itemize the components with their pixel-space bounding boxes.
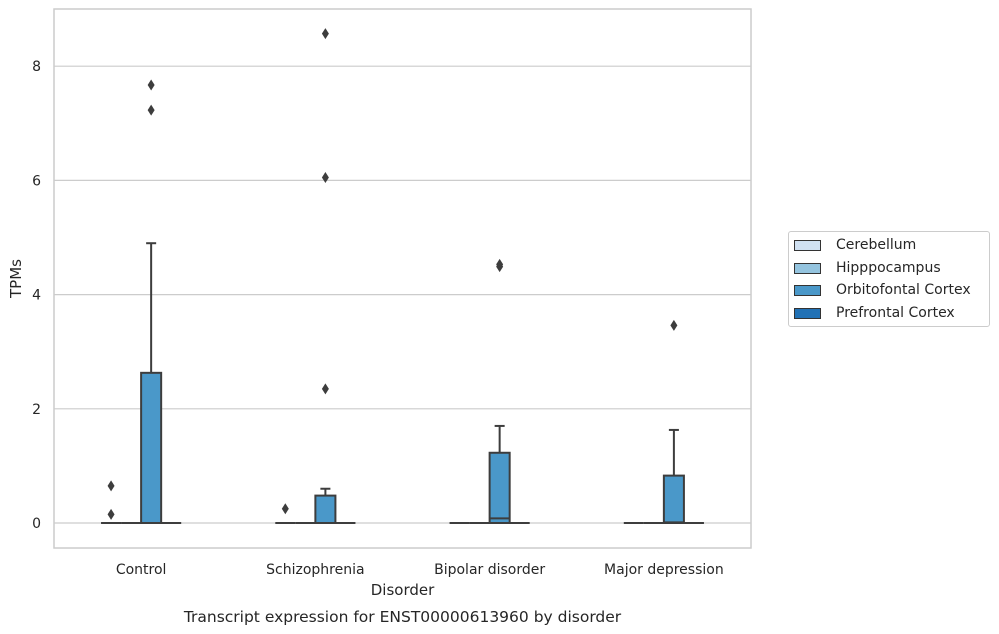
outlier-marker <box>321 383 329 395</box>
legend-swatch-hippocampus <box>794 262 821 274</box>
x-tick-label: Major depression <box>604 562 724 578</box>
legend-label-prefrontal: Prefrontal Cortex <box>836 305 955 321</box>
legend-swatch-orbitofrontal <box>794 284 821 296</box>
y-tick-label: 2 <box>32 402 41 418</box>
outlier-marker <box>107 508 115 520</box>
legend-label-orbitofrontal: Orbitofontal Cortex <box>836 282 971 298</box>
outlier-marker <box>147 104 155 116</box>
y-tick-label: 6 <box>32 173 41 189</box>
outlier-marker <box>496 258 504 270</box>
x-tick-label: Control <box>116 562 167 578</box>
outlier-marker <box>107 480 115 492</box>
legend-swatch-cerebellum <box>794 239 821 251</box>
legend-item-cerebellum: Cerebellum <box>794 235 916 255</box>
chart-legend: Cerebellum Hipppocampus Orbitofontal Cor… <box>788 231 990 327</box>
box-body <box>314 494 337 525</box>
legend-swatch-prefrontal <box>794 307 821 319</box>
y-tick-label: 8 <box>32 59 41 75</box>
legend-label-cerebellum: Cerebellum <box>836 237 917 253</box>
legend-item-orbitofrontal: Orbitofontal Cortex <box>794 280 971 300</box>
legend-label-hippocampus: Hipppocampus <box>836 260 941 276</box>
box-body <box>662 474 685 524</box>
y-axis-label: TPMs <box>7 259 25 299</box>
box-body <box>488 451 511 524</box>
y-tick-label: 4 <box>32 288 41 304</box>
outlier-marker <box>670 319 678 331</box>
outlier-marker <box>281 503 289 515</box>
outlier-marker <box>321 172 329 184</box>
plot-frame <box>53 8 752 549</box>
legend-item-hippocampus: Hipppocampus <box>794 258 941 278</box>
x-axis-label: Disorder <box>371 581 435 599</box>
chart-title: Transcript expression for ENST0000061396… <box>183 608 622 626</box>
x-tick-label: Schizophrenia <box>266 562 364 578</box>
y-tick-label: 0 <box>32 516 41 532</box>
outlier-marker <box>147 79 155 91</box>
x-tick-label: Bipolar disorder <box>434 562 545 578</box>
plot-area <box>54 9 751 548</box>
box-body <box>140 371 163 524</box>
legend-item-prefrontal: Prefrontal Cortex <box>794 303 955 323</box>
outlier-marker <box>321 28 329 40</box>
